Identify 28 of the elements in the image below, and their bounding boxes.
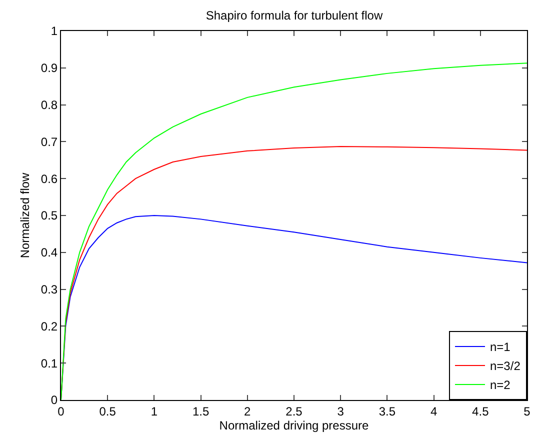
- y-tick-label: 0: [50, 393, 58, 408]
- x-tick-label: 2: [244, 404, 252, 418]
- y-tick-label: 0.2: [40, 319, 58, 334]
- x-tick-label: 2.5: [286, 404, 303, 418]
- y-tick-label: 0.7: [40, 134, 58, 149]
- y-tick-label: 0.3: [40, 282, 58, 296]
- y-tick-label: 0.4: [40, 246, 58, 260]
- x-tick-label: 5: [524, 404, 531, 418]
- line-series: [61, 62, 527, 400]
- x-tick-label: 3: [337, 404, 344, 418]
- x-tick-label: 0.5: [99, 404, 116, 418]
- chart-title: Shapiro formula for turbulent flow: [206, 8, 383, 22]
- y-tick-label: 0.8: [40, 98, 58, 112]
- y-tick-label: 0.6: [40, 172, 58, 186]
- legend-label: n=3/2: [490, 359, 521, 374]
- x-tick-label: 3.5: [378, 404, 396, 418]
- y-tick-label: 1: [50, 24, 58, 38]
- y-tick-label: 0.9: [40, 61, 58, 76]
- y-tick-label: 0.5: [40, 208, 58, 223]
- x-tick-label: 1.5: [192, 404, 210, 418]
- y-axis-title: Normalized flow: [18, 172, 32, 258]
- x-axis-title: Normalized driving pressure: [219, 418, 370, 432]
- x-tick-label: 4.5: [472, 404, 490, 418]
- legend-label: n=1: [490, 340, 511, 354]
- x-tick-label: 1: [150, 404, 158, 418]
- legend-label: n=2: [490, 378, 511, 392]
- x-tick-label: 4: [430, 404, 438, 418]
- y-tick-label: 0.1: [40, 356, 58, 370]
